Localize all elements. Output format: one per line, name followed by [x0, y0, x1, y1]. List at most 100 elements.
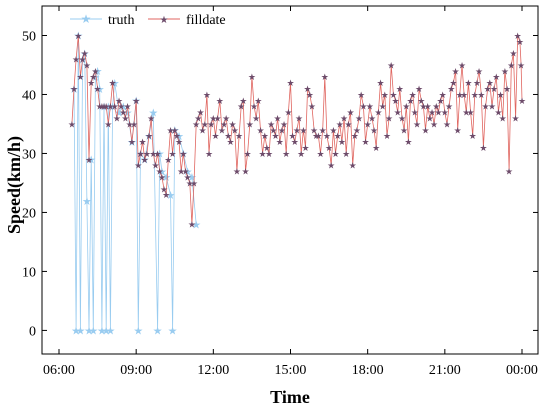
- series-filldate-point: ★: [396, 84, 404, 94]
- series-filldate-point: ★: [415, 84, 423, 94]
- series-truth-point: ★: [133, 326, 143, 338]
- series-filldate-point: ★: [334, 131, 342, 141]
- series-filldate-point: ★: [312, 131, 320, 141]
- series-filldate-point: ★: [316, 149, 324, 159]
- legend-truth-star: ★: [81, 12, 92, 26]
- y-tick-label: 30: [22, 147, 36, 162]
- series-filldate-point: ★: [329, 125, 337, 135]
- series-filldate-point: ★: [85, 155, 93, 165]
- series-filldate-point: ★: [454, 125, 462, 135]
- series-filldate-point: ★: [383, 131, 391, 141]
- series-truth-point: ★: [71, 326, 81, 338]
- series-filldate-point: ★: [404, 137, 412, 147]
- series-filldate-point: ★: [503, 84, 511, 94]
- series-filldate-point: ★: [516, 37, 524, 47]
- series-filldate-point: ★: [381, 90, 389, 100]
- series-truth-point: ★: [99, 102, 109, 114]
- series-filldate-point: ★: [291, 137, 299, 147]
- series-truth-point: ★: [114, 107, 124, 119]
- series-filldate-point: ★: [389, 90, 397, 100]
- series-filldate-point: ★: [417, 96, 425, 106]
- series-filldate-point: ★: [136, 149, 144, 159]
- x-axis-tick-labels: 06:00 09:00 12:00 15:00 18:00 21:00 00:00: [43, 363, 538, 378]
- series-filldate-point: ★: [211, 131, 219, 141]
- series-filldate-point: ★: [162, 190, 170, 200]
- series-truth-point: ★: [88, 326, 98, 338]
- series-truth-point: ★: [123, 107, 133, 119]
- series-filldate-point: ★: [464, 78, 472, 88]
- series-filldate-point: ★: [229, 119, 237, 129]
- series-filldate-point: ★: [439, 90, 447, 100]
- series-truth-point: ★: [140, 155, 150, 167]
- series-filldate-point: ★: [203, 90, 211, 100]
- series-filldate-point: ★: [306, 90, 314, 100]
- series-truth-point: ★: [174, 131, 184, 143]
- axis-ticks: [42, 6, 538, 354]
- series-filldate-point: ★: [76, 72, 84, 82]
- series-filldate-point: ★: [509, 49, 517, 59]
- series-filldate-point: ★: [357, 90, 365, 100]
- series-filldate-point: ★: [471, 90, 479, 100]
- series-filldate-point: ★: [289, 131, 297, 141]
- series-filldate-point: ★: [250, 102, 258, 112]
- legend-filldate-star: ★: [160, 15, 169, 26]
- series-filldate-point: ★: [336, 119, 344, 129]
- series-truth-point: ★: [157, 166, 167, 178]
- series-filldate-point: ★: [91, 66, 99, 76]
- series-filldate-point: ★: [143, 149, 151, 159]
- series-filldate-point: ★: [81, 49, 89, 59]
- series-filldate-point: ★: [246, 119, 254, 129]
- series-filldate-point: ★: [154, 149, 162, 159]
- series-filldate-point: ★: [237, 102, 245, 112]
- series-filldate-point: ★: [391, 96, 399, 106]
- series-filldate-point: ★: [441, 108, 449, 118]
- series-truth-point: ★: [148, 107, 158, 119]
- series-filldate-point: ★: [134, 161, 142, 171]
- series-filldate-point: ★: [147, 114, 155, 124]
- series-filldate-point: ★: [132, 96, 140, 106]
- series-filldate-point: ★: [344, 119, 352, 129]
- series-filldate-line: [71, 35, 523, 225]
- series-filldate-point: ★: [477, 90, 485, 100]
- series-filldate-point: ★: [100, 102, 108, 112]
- series-filldate-point: ★: [226, 137, 234, 147]
- series-truth-point: ★: [183, 166, 193, 178]
- series-filldate-point: ★: [254, 96, 262, 106]
- series-filldate-point: ★: [192, 119, 200, 129]
- series-filldate-point: ★: [222, 114, 230, 124]
- series-truth-point: ★: [86, 155, 96, 167]
- series-filldate-point: ★: [342, 149, 350, 159]
- series-truth-point: ★: [161, 172, 171, 184]
- series-filldate-point: ★: [400, 125, 408, 135]
- series-filldate-point: ★: [295, 114, 303, 124]
- series-filldate-point: ★: [271, 131, 279, 141]
- series-filldate-point: ★: [314, 131, 322, 141]
- series-filldate-point: ★: [196, 108, 204, 118]
- series-filldate-point: ★: [376, 78, 384, 88]
- series-filldate-point: ★: [267, 119, 275, 129]
- series-filldate-point: ★: [359, 102, 367, 112]
- series-filldate-point: ★: [87, 78, 95, 88]
- series-truth-point: ★: [90, 72, 100, 84]
- y-axis-title: Speed(km/h): [4, 136, 25, 234]
- series-filldate-point: ★: [430, 119, 438, 129]
- series-filldate-point: ★: [94, 84, 102, 94]
- series-filldate-point: ★: [184, 173, 192, 183]
- series-filldate-point: ★: [507, 60, 515, 70]
- series-truth-point: ★: [82, 196, 92, 208]
- series-filldate-point: ★: [104, 119, 112, 129]
- series-filldate-point: ★: [394, 108, 402, 118]
- series-filldate-point: ★: [164, 155, 172, 165]
- series-filldate-point: ★: [166, 125, 174, 135]
- series-filldate-point: ★: [355, 114, 363, 124]
- x-tick-label: 12:00: [197, 363, 229, 378]
- series-filldate-point: ★: [117, 102, 125, 112]
- series-filldate-point: ★: [387, 60, 395, 70]
- series-filldate-point: ★: [83, 60, 91, 70]
- series-filldate-point: ★: [349, 161, 357, 171]
- series-filldate-point: ★: [188, 220, 196, 230]
- series-filldate-point: ★: [111, 102, 119, 112]
- series-filldate-point: ★: [460, 90, 468, 100]
- series-filldate-point: ★: [327, 161, 335, 171]
- series-filldate-point: ★: [372, 143, 380, 153]
